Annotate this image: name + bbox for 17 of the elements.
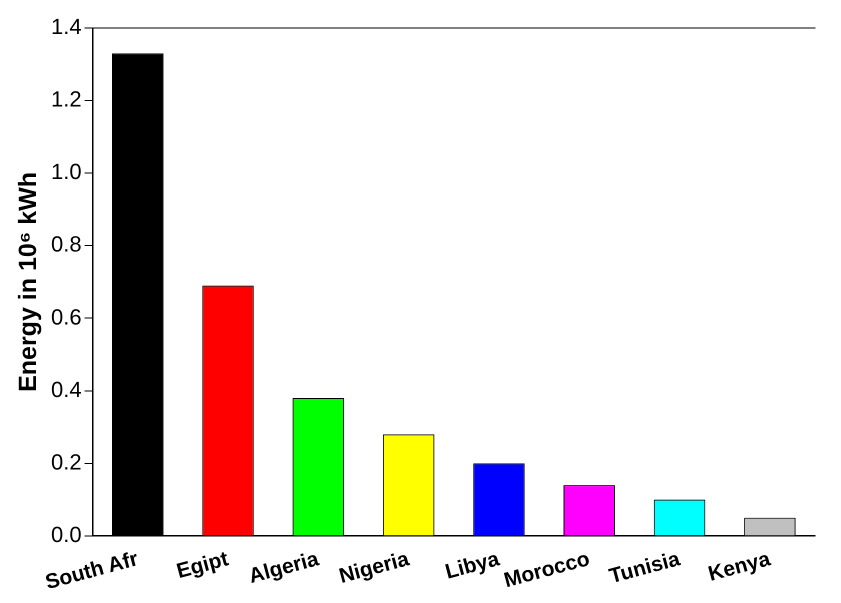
x-tick-label: South Afr [42, 547, 141, 594]
y-tick-label: 0.4 [50, 376, 82, 402]
y-tick-label: 0.0 [50, 522, 82, 547]
x-tick-label: Kenya [706, 547, 773, 586]
x-tick-label: Libya [442, 547, 502, 584]
y-tick-label: 0.2 [50, 449, 82, 474]
x-tick-label: Tunisia [606, 547, 683, 588]
y-tick-label: 1.0 [50, 159, 82, 184]
x-tick-label: Egipt [174, 547, 231, 584]
y-tick-label: 1.2 [50, 86, 82, 112]
x-tick-label: Morocco [502, 547, 592, 592]
y-axis-title: Energy in 10⁶ kWh [14, 172, 42, 392]
y-tick-label: 0.6 [50, 304, 82, 330]
x-tick-label: Nigeria [336, 547, 412, 588]
y-tick-label: 1.4 [50, 14, 82, 40]
x-tick-label: Algeria [246, 547, 322, 588]
y-tick-label: 0.8 [50, 232, 82, 257]
